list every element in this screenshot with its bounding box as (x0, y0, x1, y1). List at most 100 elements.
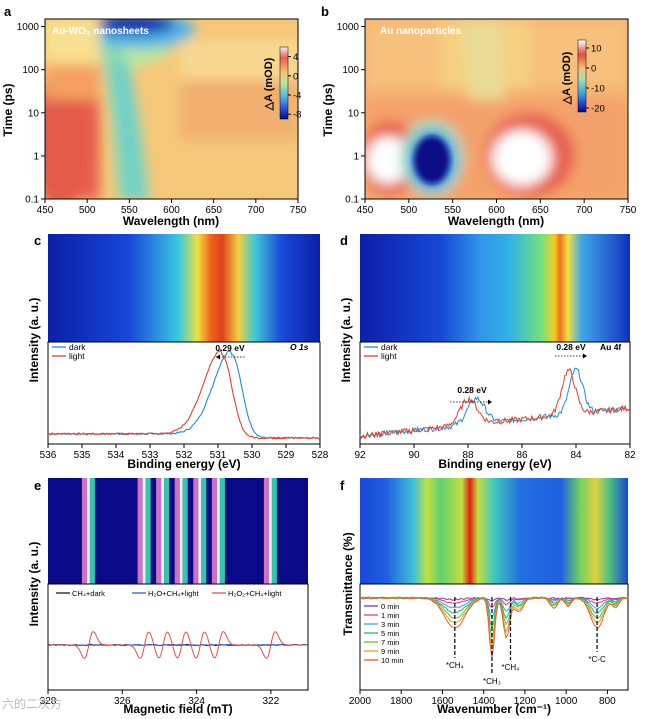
legend-light-d: light (381, 351, 397, 361)
shift-arrowhead-c (216, 354, 220, 360)
x-tick-label-axE-2: 324 (188, 696, 205, 707)
colorbar-tick-label-cbticksA-1: 0 (293, 71, 298, 82)
y-axis-label-c: Intensity (a. u.) (27, 298, 41, 383)
x-axis-label-e: Magnetic field (mT) (123, 702, 232, 716)
epr-curves-e (47, 631, 309, 659)
x-tick-label-axF-4: 1200 (514, 696, 537, 707)
colorbar-tick-label-cbticksB-2: -10 (591, 84, 605, 95)
curve-d-light (359, 367, 631, 440)
y-axis-label-e: Intensity (a. u.) (27, 542, 41, 627)
legend-c: dark light (52, 342, 86, 361)
x-tick-label-axA-0: 450 (37, 205, 54, 216)
colorbar-label-b: △A (mOD) (561, 51, 573, 105)
x-axis-label-c: Binding energy (eV) (127, 457, 240, 471)
legend-f-6: 10 min (381, 656, 404, 665)
axes-e: 328 326 324 322 (40, 690, 280, 707)
axes-d: 92 90 88 86 84 82 (354, 444, 636, 461)
x-tick-label-axF-5: 1000 (555, 696, 578, 707)
legend-f-1: 1 min (381, 611, 399, 620)
x-tick-label-axC-8: 528 (312, 450, 329, 461)
epr-band-teal-2 (164, 478, 170, 584)
shift-arrowhead-d-2 (488, 399, 492, 405)
x-tick-label-axB-2: 550 (444, 205, 461, 216)
x-tick-label-axE-1: 326 (114, 696, 131, 707)
x-tick-label-axC-6: 530 (244, 450, 261, 461)
shift-arrowhead-d-1 (583, 353, 587, 359)
x-axis-label-a: Wavelength (nm) (123, 214, 219, 228)
panel-d: dark light 0.28 eV 0.28 eV Au 4f 92 90 88 8… (339, 233, 636, 471)
x-tick-label-axF-0: 2000 (349, 696, 372, 707)
band-label-f-1: *CH₃ (483, 677, 501, 686)
colorbar-tick-label-cbticksB-3: -20 (591, 104, 605, 115)
colorbar-tick-label-cbticksB-1: 0 (591, 64, 596, 75)
band-label-f-0: *CH₄ (446, 661, 464, 670)
colorbar-a (279, 46, 289, 120)
legend-f-0: 0 min (381, 602, 399, 611)
epr-band-pink-0 (81, 478, 87, 584)
y-tick-label-axA-0: 0.1 (25, 195, 39, 206)
x-axis-label-d: Binding energy (eV) (438, 457, 551, 471)
legend-e-1: CH₄+dark (72, 589, 105, 598)
epr-band-core-0 (86, 478, 90, 584)
annotation-shift-c: 0.29 eV (215, 343, 245, 353)
x-tick-label-axA-2: 550 (121, 205, 138, 216)
x-tick-label-axF-1: 1800 (390, 696, 413, 707)
y-tick-label-axA-4: 1000 (17, 22, 40, 33)
epr-band-core-3 (179, 478, 183, 584)
plot-frame-d (359, 341, 631, 445)
panel-a: Au-WO₃ nanosheets 4 0 -4 -8 △A (mOD) 450 500… (1, 4, 307, 228)
legend-f-5: 9 min (381, 647, 399, 656)
x-tick-label-axD-1: 90 (408, 450, 420, 461)
legend-light-c: light (69, 351, 85, 361)
ftir-map-f (360, 478, 628, 584)
x-tick-label-axF-6: 800 (599, 696, 616, 707)
xps-map-d (360, 234, 630, 342)
xps-curves-d (359, 367, 631, 440)
colorbar-tick-label-cbticksA-0: 4 (293, 52, 298, 63)
epr-band-core-4 (198, 478, 202, 584)
y-tick-label-axB-1: 1 (353, 151, 359, 162)
x-tick-label-axC-2: 534 (108, 450, 125, 461)
x-tick-label-axC-0: 536 (40, 450, 57, 461)
watermark: 六的二次方 (2, 697, 63, 711)
legend-f-3: 5 min (381, 629, 399, 638)
x-tick-label-axA-3: 600 (163, 205, 180, 216)
legend-f-2: 3 min (381, 620, 399, 629)
colorbar-b (577, 39, 587, 113)
y-axis-label-d: Intensity (a. u.) (339, 298, 353, 383)
x-tick-label-axD-5: 82 (624, 450, 636, 461)
legend-f-4: 7 min (381, 638, 399, 647)
y-tick-label-axA-1: 1 (33, 151, 39, 162)
curve-f-6 (359, 596, 629, 658)
epr-bands-e (81, 478, 277, 584)
curve-d-dark (359, 367, 631, 440)
y-axis-label-a: Time (ps) (1, 83, 15, 136)
epr-band-teal-4 (201, 478, 207, 584)
x-tick-label-axF-2: 1600 (431, 696, 454, 707)
x-tick-label-axD-2: 88 (462, 450, 474, 461)
x-tick-label-axE-3: 322 (263, 696, 280, 707)
x-tick-label-axB-0: 450 (357, 205, 374, 216)
x-tick-label-axD-3: 86 (516, 450, 528, 461)
band-markers-f: *CH₄*CH₃*CH₄*C-C (446, 597, 606, 686)
colorbar-label-a: △A (mOD) (263, 57, 275, 111)
x-tick-label-axC-7: 529 (278, 450, 295, 461)
x-tick-label-axD-4: 84 (570, 450, 582, 461)
panel-letter-f: f (340, 478, 345, 493)
colorbar-ticks-b: 10 0 -10 -20 (586, 44, 605, 115)
epr-band-core-1 (142, 478, 146, 584)
curve-c-light (47, 348, 321, 440)
legend-dark-d: dark (381, 342, 398, 352)
heatmap-b-image (365, 19, 628, 199)
inset-label-a: Au-WO₃ nanosheets (52, 26, 149, 37)
x-tick-label-axC-3: 533 (142, 450, 159, 461)
x-tick-label-axB-5: 700 (576, 205, 593, 216)
epr-band-teal-0 (89, 478, 95, 584)
axes-f: 2000 1800 1600 1400 1200 1000 800 (349, 690, 616, 707)
x-tick-label-axB-3: 600 (488, 205, 505, 216)
epr-band-pink-4 (193, 478, 199, 584)
y-tick-label-axB-4: 1000 (337, 22, 360, 33)
